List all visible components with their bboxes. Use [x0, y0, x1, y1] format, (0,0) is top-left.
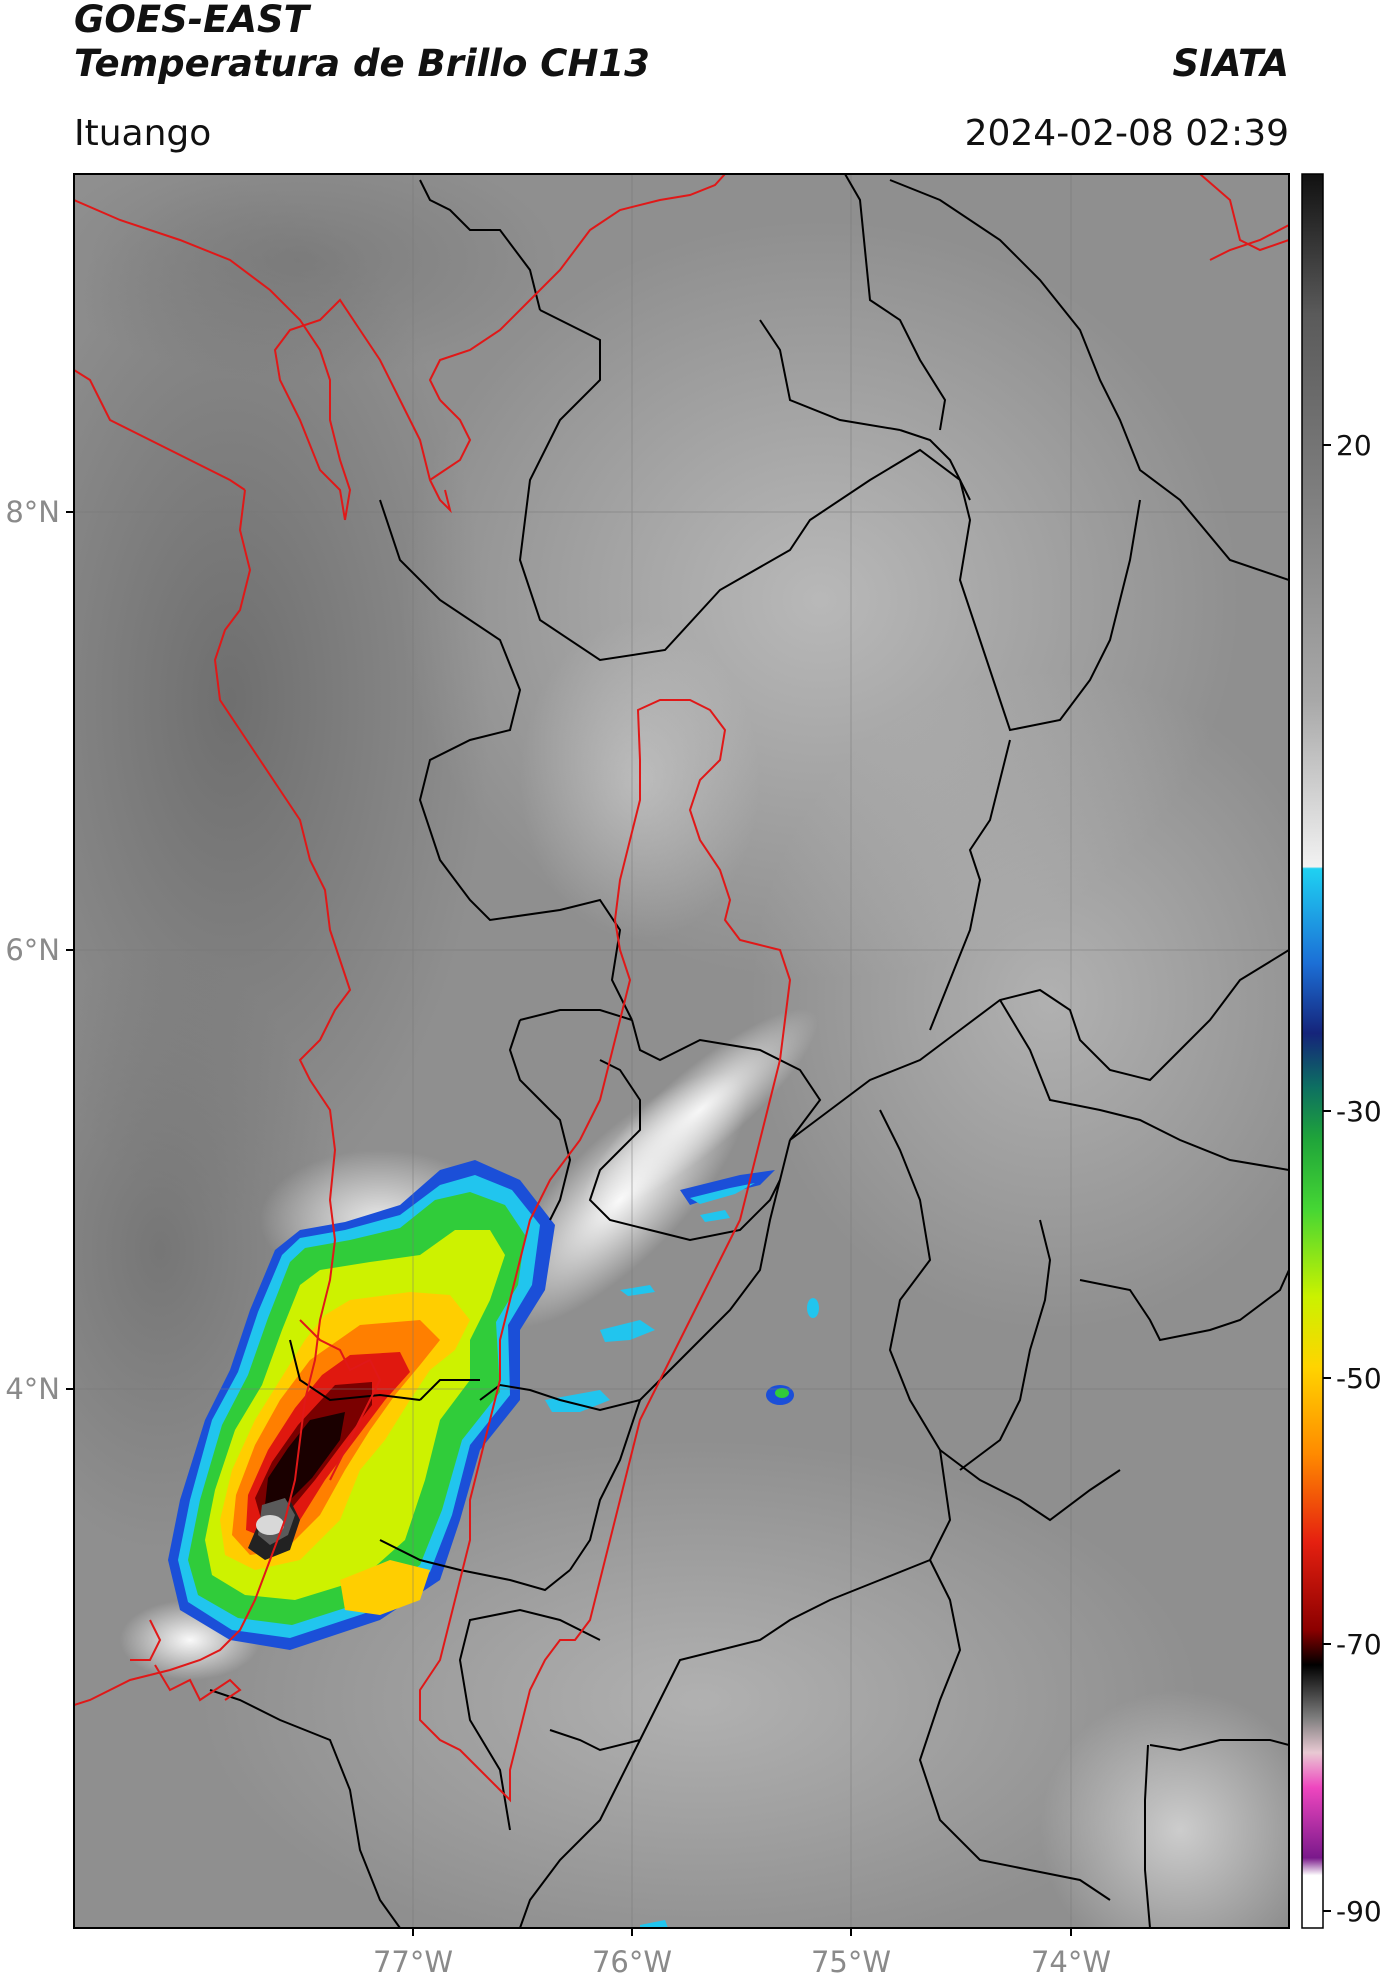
map-frame — [73, 173, 1290, 1929]
chart-title: GOES-EAST — [74, 0, 309, 41]
lon-label-74w: 74°W — [1031, 1945, 1111, 1979]
axis-ticks — [66, 511, 1072, 1936]
lon-label-76w: 76°W — [592, 1945, 672, 1979]
lat-label-8n: 8°N — [5, 495, 60, 529]
organization-label: SIATA — [1172, 42, 1289, 85]
colorbar: 20 -30 -50 -70 -90 — [1301, 173, 1382, 1929]
department-borders — [209, 174, 1289, 1928]
colorbar-tick-neg90: -90 — [1336, 1895, 1382, 1928]
lat-label-4n: 4°N — [5, 1372, 60, 1406]
lon-label-77w: 77°W — [373, 1945, 453, 1979]
storm-cell — [168, 1160, 819, 1928]
lat-label-6n: 6°N — [5, 933, 60, 967]
chart-subtitle: Temperatura de Brillo CH13 — [74, 42, 650, 85]
colorbar-tick-neg50: -50 — [1336, 1362, 1382, 1395]
lon-label-75w: 75°W — [811, 1945, 891, 1979]
country-borders — [74, 174, 1289, 1803]
location-label: Ituango — [74, 113, 212, 154]
colorbar-gradient — [1301, 173, 1324, 1929]
satellite-imagery — [74, 174, 1289, 1928]
colorbar-tick-neg30: -30 — [1336, 1095, 1382, 1128]
graticule — [74, 174, 1289, 1928]
colorbar-tick-20: 20 — [1336, 429, 1372, 462]
timestamp-label: 2024-02-08 02:39 — [964, 113, 1289, 154]
colorbar-tick-neg70: -70 — [1336, 1628, 1382, 1661]
